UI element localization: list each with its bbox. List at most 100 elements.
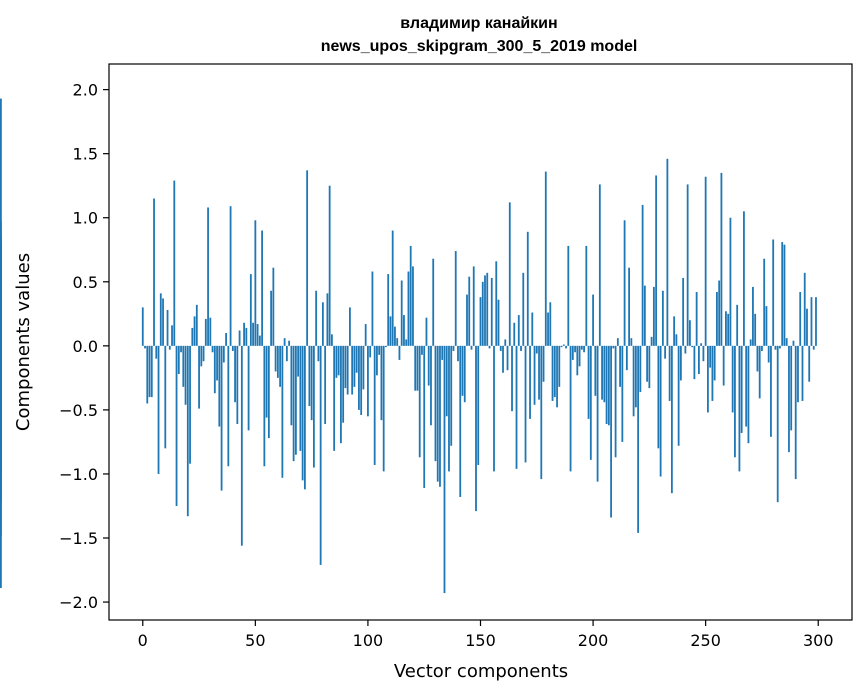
bar-210	[614, 345, 617, 458]
bar-237	[675, 334, 678, 346]
bar-131	[436, 345, 439, 482]
bar-118	[407, 271, 410, 346]
bar-241	[684, 345, 687, 354]
bar-20	[186, 345, 189, 517]
bar-65	[288, 340, 291, 346]
bar-233	[666, 158, 669, 346]
bar-69	[297, 345, 300, 377]
bar-129	[432, 258, 435, 346]
bar-260	[727, 313, 730, 346]
bar-49	[252, 322, 254, 346]
bar-141	[459, 345, 462, 498]
bar-47	[247, 345, 250, 431]
bar-16	[177, 345, 180, 375]
x-tick-label: 0	[138, 631, 148, 650]
bar-221	[639, 345, 642, 392]
bar-57	[270, 290, 273, 346]
bar-177	[540, 345, 543, 480]
bar-undefined	[0, 345, 2, 503]
y-tick-label: −0.5	[59, 401, 98, 420]
bar-154	[488, 345, 491, 349]
bar-222	[641, 204, 644, 346]
bar-202	[596, 345, 599, 482]
bar-200	[592, 294, 594, 346]
bar-100	[367, 345, 369, 417]
bar-176	[538, 345, 540, 400]
bar-258	[722, 345, 725, 386]
bar-152	[484, 275, 486, 346]
bar-156	[493, 345, 495, 472]
bar-48	[249, 274, 252, 346]
bar-149	[477, 345, 480, 465]
bar-166	[515, 345, 518, 469]
bar-89	[342, 345, 345, 423]
bar-28	[204, 318, 207, 346]
bar-244	[691, 345, 694, 348]
bar-253	[711, 345, 714, 401]
bar-103	[373, 345, 376, 465]
bar-294	[803, 272, 806, 346]
bar-39	[229, 206, 232, 346]
bar-164	[511, 345, 513, 412]
bar-196	[583, 345, 585, 353]
bar-211	[616, 338, 619, 346]
x-tick-label: 200	[578, 631, 609, 650]
bar-142	[461, 345, 464, 396]
bar-276	[763, 258, 766, 346]
bar-82	[326, 293, 329, 346]
bar-undefined	[0, 345, 2, 360]
bar-38	[227, 345, 230, 467]
bar-227	[652, 286, 655, 346]
bar-19	[184, 345, 187, 405]
bar-264	[736, 304, 739, 346]
bar-197	[585, 245, 588, 346]
bar-81	[324, 345, 327, 424]
bar-225	[648, 345, 651, 389]
bar-217	[630, 338, 633, 346]
bar-92	[349, 307, 351, 346]
bar-114	[398, 345, 401, 360]
bar-240	[682, 277, 685, 346]
bar-228	[655, 175, 658, 346]
bar-214	[623, 220, 626, 346]
bar-145	[468, 276, 471, 346]
bar-236	[673, 316, 676, 346]
y-tick-label: 0.5	[73, 273, 98, 292]
bar-144	[466, 294, 468, 346]
bar-270	[749, 339, 752, 346]
bar-248	[700, 343, 703, 346]
bar-180	[547, 312, 549, 346]
bar-6	[155, 345, 158, 359]
bar-157	[495, 261, 498, 346]
bar-68	[294, 345, 297, 455]
bar-161	[504, 339, 507, 346]
bar-179	[544, 171, 547, 346]
bar-37	[225, 333, 227, 346]
bar-295	[806, 308, 808, 346]
bar-298	[812, 345, 815, 350]
bar-282	[776, 345, 779, 503]
bar-117	[405, 339, 408, 346]
bar-44	[240, 345, 243, 546]
bar-98	[362, 345, 365, 390]
bar-24	[195, 304, 198, 346]
bar-53	[261, 230, 263, 346]
bar-21	[189, 345, 191, 464]
bar-71	[301, 345, 304, 481]
bar-56	[267, 345, 270, 439]
bar-178	[542, 345, 545, 382]
bar-216	[628, 267, 630, 346]
bar-76	[312, 345, 315, 468]
bar-99	[364, 324, 367, 346]
bar-190	[569, 345, 572, 472]
bar-219	[634, 345, 637, 408]
bar-155	[490, 277, 493, 346]
bar-191	[571, 345, 574, 360]
bar-268	[745, 345, 748, 427]
bar-40	[231, 345, 234, 351]
bar-75	[310, 345, 313, 421]
bar-195	[580, 345, 583, 350]
bar-234	[668, 345, 671, 401]
bar-279	[770, 345, 772, 437]
bar-271	[752, 286, 754, 346]
